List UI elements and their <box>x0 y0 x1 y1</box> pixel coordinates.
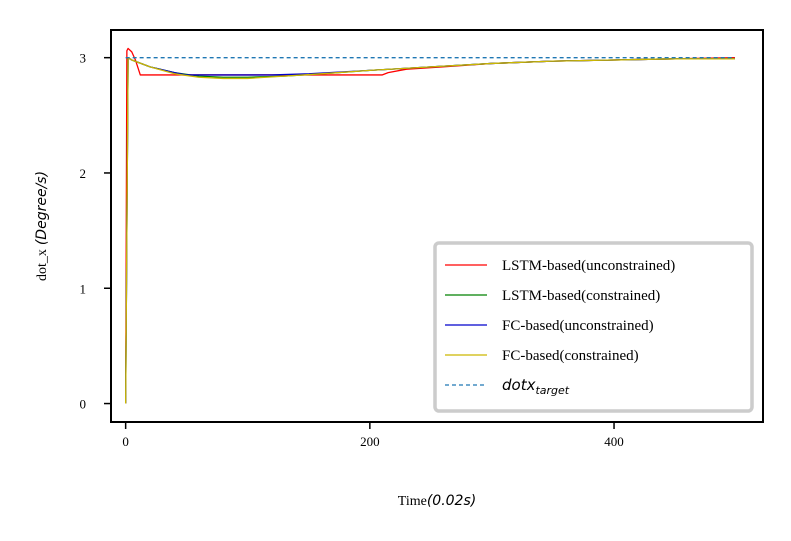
legend-label: dotxtarget <box>502 376 570 397</box>
legend-box <box>433 241 754 413</box>
x-axis-label: Time(0.02s) <box>398 493 476 509</box>
y-tick-label: 2 <box>80 166 87 181</box>
x-tick-label: 0 <box>122 434 129 449</box>
plot-frame <box>110 29 764 423</box>
legend-label: LSTM-based(unconstrained) <box>502 258 675 274</box>
series-line-fc-based-constrained- <box>125 57 735 404</box>
legend-label: FC-based(constrained) <box>502 348 639 364</box>
y-tick-label: 3 <box>80 51 87 66</box>
x-tick-label: 400 <box>604 434 624 449</box>
y-axis-label: dot_x(Degree/s) <box>34 171 50 281</box>
x-tick-label: 200 <box>360 434 380 449</box>
ticks-layer: 0 200 400 0 1 2 3 <box>80 51 624 449</box>
series-layer <box>125 47 735 404</box>
y-tick-label: 0 <box>80 397 87 412</box>
y-tick-label: 1 <box>80 281 87 296</box>
legend-label: LSTM-based(constrained) <box>502 288 660 304</box>
legend-label: FC-based(unconstrained) <box>502 318 654 334</box>
legend: LSTM-based(unconstrained) LSTM-based(cons… <box>433 241 754 413</box>
